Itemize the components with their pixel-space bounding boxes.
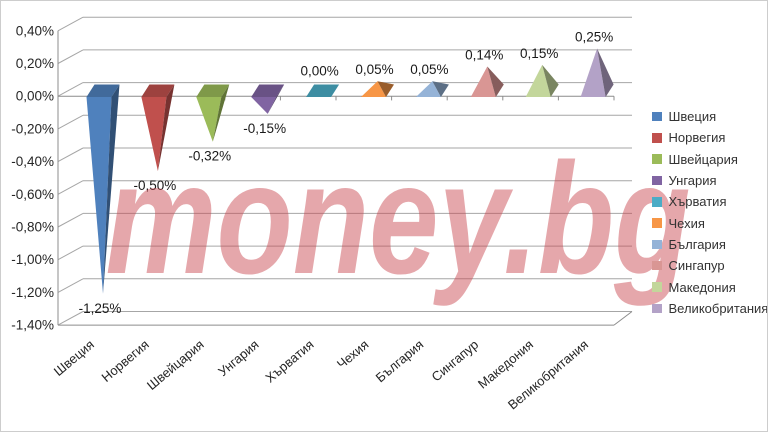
- legend-label: България: [668, 236, 726, 252]
- gridline-connector: [57, 212, 84, 228]
- floor-right-edge: [613, 311, 633, 326]
- pyramid-side-face-1: [157, 84, 175, 172]
- pyramid-front-face-7: [470, 66, 496, 97]
- legend-item: Хърватия: [652, 191, 767, 212]
- value-label: 0,14%: [465, 48, 503, 63]
- y-axis-label: -1,40%: [11, 318, 54, 333]
- legend-label: Македония: [668, 279, 736, 295]
- legend-item: Унгария: [652, 170, 767, 191]
- value-label: 0,00%: [300, 63, 338, 78]
- value-label: -1,25%: [79, 301, 122, 316]
- pyramid-flat-base-4: [306, 84, 340, 97]
- y-axis-label: 0,00%: [16, 89, 54, 104]
- legend-label: Швейцария: [668, 151, 738, 167]
- legend-label: Хърватия: [668, 194, 727, 210]
- y-axis-label: -0,60%: [11, 187, 54, 202]
- y-axis-label: 0,20%: [16, 56, 54, 71]
- pyramid-side-face-8: [542, 64, 559, 97]
- legend-item: Чехия: [652, 212, 767, 233]
- x-axis-label: Чехия: [334, 337, 372, 372]
- legend-label: Чехия: [668, 215, 705, 231]
- x-axis-label: България: [373, 337, 427, 385]
- legend-swatch-icon: [652, 282, 662, 292]
- pyramid-front-face-0: [86, 97, 112, 294]
- gridline-connector: [57, 245, 84, 261]
- pyramid-front-face-6: [415, 81, 441, 97]
- legend-label: Норвегия: [668, 130, 726, 146]
- value-label: -0,50%: [134, 178, 177, 193]
- pyramid-front-face-9: [580, 48, 606, 97]
- x-axis-label: Норвегия: [99, 337, 152, 385]
- x-axis-label: Хърватия: [262, 337, 316, 386]
- y-axis-label: -1,20%: [11, 285, 54, 300]
- gridline-connector: [57, 82, 84, 97]
- pyramid-base-1: [141, 84, 175, 97]
- watermark-money-bg: money.bg: [106, 131, 691, 307]
- y-axis-label: -0,20%: [11, 121, 54, 136]
- legend-item: Сингапур: [652, 255, 767, 276]
- value-label: 0,05%: [355, 62, 393, 77]
- value-label: -0,15%: [243, 121, 286, 136]
- legend: Швеция Норвегия Швейцария Унгария Хърватия Че…: [652, 106, 768, 319]
- legend-label: Швеция: [668, 109, 717, 125]
- legend-item: Швейцария: [652, 149, 767, 170]
- pyramid-front-face-8: [525, 64, 551, 97]
- y-axis-label: -0,40%: [11, 154, 54, 169]
- gridline-connector: [57, 49, 84, 64]
- pyramid-front-face-3: [251, 97, 277, 114]
- pyramid-front-face-5: [361, 81, 386, 97]
- x-axis-label: Швеция: [51, 337, 97, 379]
- pyramid-side-face-9: [597, 48, 614, 97]
- x-axis-label: Унгария: [215, 337, 261, 379]
- pyramid-side-face-5: [377, 81, 394, 97]
- pyramid-side-face-3: [267, 84, 285, 114]
- legend-item: Швеция: [652, 106, 767, 127]
- pyramid-base-2: [196, 84, 230, 97]
- pyramid-side-face-0: [103, 84, 120, 294]
- y-axis-label: -0,80%: [11, 220, 54, 235]
- x-axis-label: Сингапур: [429, 337, 482, 385]
- pyramid-front-face-2: [196, 97, 222, 142]
- legend-swatch-icon: [652, 111, 662, 122]
- value-label: 0,15%: [520, 46, 558, 61]
- y-axis-label: -1,00%: [11, 252, 54, 267]
- legend-label: Унгария: [668, 173, 717, 189]
- legend-swatch-icon: [652, 133, 662, 143]
- gridline-connector: [57, 278, 84, 293]
- legend-label: Сингапур: [668, 258, 725, 274]
- value-label: 0,25%: [575, 30, 613, 45]
- pyramid-front-face-1: [141, 97, 167, 172]
- gridline-connector: [57, 311, 84, 326]
- legend-swatch-icon: [652, 175, 662, 186]
- value-label: -0,32%: [188, 149, 231, 164]
- legend-item: България: [652, 234, 767, 255]
- legend-swatch-icon: [652, 239, 662, 250]
- x-axis-label: Швейцария: [144, 337, 207, 393]
- legend-swatch-icon: [652, 303, 662, 314]
- y-axis-label: 0,40%: [16, 23, 54, 38]
- pyramid-side-face-6: [432, 81, 449, 97]
- value-label: 0,05%: [410, 62, 448, 77]
- pyramid-base-3: [251, 84, 285, 97]
- legend-swatch-icon: [652, 218, 662, 228]
- legend-item: Норвегия: [652, 127, 767, 148]
- legend-swatch-icon: [652, 154, 662, 164]
- legend-item: Македония: [652, 276, 767, 297]
- pyramid-base-0: [86, 84, 120, 97]
- gridline-connector: [57, 147, 84, 163]
- gridline-connector: [57, 180, 84, 195]
- pyramid-side-face-2: [212, 84, 230, 142]
- pyramid-side-face-7: [487, 66, 504, 97]
- legend-item: Великобритания: [652, 298, 768, 319]
- legend-label: Великобритания: [668, 300, 768, 316]
- legend-swatch-icon: [652, 197, 662, 207]
- legend-swatch-icon: [652, 260, 662, 271]
- gridline-connector: [57, 114, 84, 130]
- gridline-connector: [57, 16, 84, 32]
